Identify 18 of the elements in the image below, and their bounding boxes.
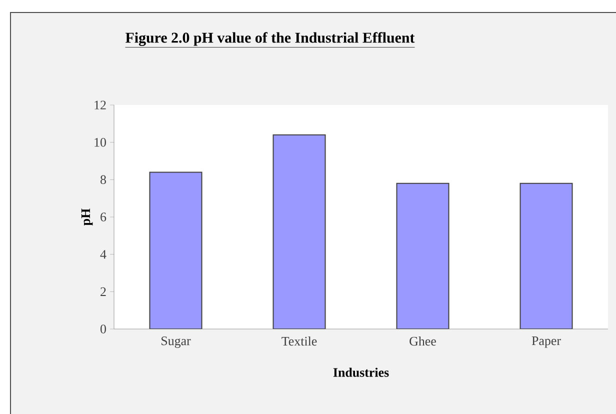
- x-tick-label: Paper: [532, 336, 561, 348]
- y-tick-label: 10: [94, 138, 106, 147]
- y-axis-title: pH: [81, 208, 93, 226]
- x-axis-title: Industries: [333, 368, 389, 377]
- x-tick-label: Ghee: [410, 336, 436, 346]
- bar: [396, 182, 450, 329]
- y-tick-label: 6: [100, 212, 106, 222]
- x-tick-label: Textile: [282, 336, 317, 346]
- y-tick-label: 8: [100, 175, 106, 184]
- bar: [149, 172, 202, 329]
- y-tick-label: 0: [100, 324, 106, 334]
- bar: [272, 134, 326, 329]
- y-tick-label: 2: [100, 287, 106, 296]
- x-tick-label: Sugar: [162, 336, 191, 348]
- bar: [520, 182, 573, 329]
- chart-title: Figure 2.0 pH value of the Industrial Effluent: [126, 32, 415, 46]
- y-tick-label: 4: [100, 250, 106, 259]
- y-tick-label: 12: [94, 100, 106, 110]
